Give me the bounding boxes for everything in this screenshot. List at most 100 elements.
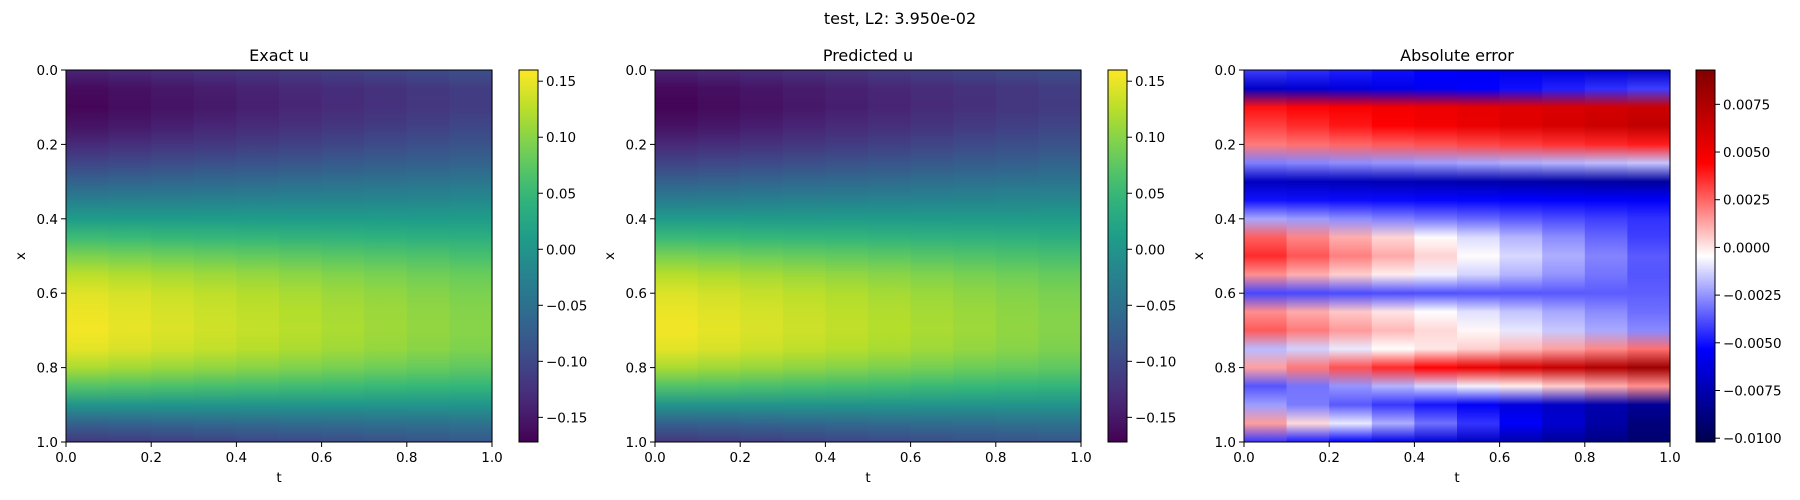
y-tick-label: 0.4 (37, 212, 58, 228)
panel-title: Exact u (249, 46, 309, 65)
y-tick-label: 0.6 (37, 286, 58, 302)
x-tick-label: 0.0 (644, 450, 665, 466)
heatmap-column (193, 70, 237, 442)
x-tick-label: 0.6 (311, 450, 332, 466)
colorbar-tick-label: 0.00 (546, 242, 576, 258)
x-tick-label: 0.2 (729, 450, 750, 466)
heatmap-column (995, 70, 1039, 442)
x-tick-label: 0.8 (396, 450, 417, 466)
heatmap-column (1371, 70, 1415, 442)
heatmap-column (1627, 70, 1671, 442)
x-tick-label: 0.2 (1318, 450, 1339, 466)
y-tick-label: 1.0 (1215, 435, 1236, 451)
heatmap-column (782, 70, 826, 442)
heatmap-column (1329, 70, 1373, 442)
heatmap-column (1584, 70, 1628, 442)
y-tick-label: 1.0 (37, 435, 58, 451)
panel-predicted-u: Predicted u 0.0 0.2 0.4 0.6 0.8 1.00.00.20.40… (602, 46, 1176, 486)
y-tick-label: 0.0 (626, 63, 647, 79)
heatmap-column (953, 70, 997, 442)
colorbar-tick-label: −0.0100 (1723, 431, 1782, 447)
y-axis-label: x (602, 252, 618, 260)
colorbar-tick-label: 0.15 (1135, 74, 1165, 90)
colorbar-tick-label: 0.0075 (1723, 97, 1770, 113)
x-tick-label: 0.0 (1233, 450, 1254, 466)
heatmap-column (1542, 70, 1586, 442)
colorbar-tick-label: 0.05 (546, 186, 576, 202)
colorbar (518, 69, 539, 443)
colorbar (1695, 69, 1716, 443)
y-axis-label: x (13, 252, 29, 260)
panel-absolute-error: Absolute error 0.0 0.2 0.4 0.6 0.8 1.00.00.20… (1191, 46, 1782, 486)
x-axis-label: t (865, 470, 870, 486)
y-tick-label: 1.0 (626, 435, 647, 451)
heatmap-column (406, 70, 450, 442)
heatmap-column (1457, 70, 1501, 442)
colorbar-tick-label: −0.15 (1135, 410, 1176, 426)
axes-frame (65, 69, 493, 443)
colorbar-tick-label: 0.0000 (1723, 240, 1770, 256)
heatmap-column (1499, 70, 1543, 442)
heatmap-column (910, 70, 954, 442)
heatmap-column (1286, 70, 1330, 442)
y-axis-label: x (1191, 252, 1207, 260)
colorbar-tick-label: −0.0075 (1723, 383, 1782, 399)
heatmap-column (364, 70, 408, 442)
heatmap-column (66, 70, 110, 442)
heatmap-column (1244, 70, 1288, 442)
y-tick-label: 0.8 (37, 361, 58, 377)
x-axis-label: t (276, 470, 281, 486)
y-tick-label: 0.8 (626, 361, 647, 377)
figure-suptitle: test, L2: 3.950e-02 (824, 9, 976, 28)
axes-frame (654, 69, 1082, 443)
heatmap-plot: 0.0 0.2 0.4 0.6 0.8 1.00.00.20.40.60.81.00.15… (626, 63, 1177, 466)
heatmap-column (236, 70, 280, 442)
x-tick-label: 1.0 (1659, 450, 1680, 466)
heatmap-column (449, 70, 493, 442)
colorbar-tick-label: 0.10 (1135, 130, 1165, 146)
heatmap-column (740, 70, 784, 442)
y-tick-label: 0.4 (626, 212, 647, 228)
colorbar-tick-label: −0.0025 (1723, 288, 1782, 304)
heatmap-column (825, 70, 869, 442)
colorbar-tick-label: 0.00 (1135, 242, 1165, 258)
x-tick-label: 1.0 (1070, 450, 1091, 466)
y-tick-label: 0.6 (626, 286, 647, 302)
heatmap-column (279, 70, 323, 442)
x-tick-label: 0.8 (985, 450, 1006, 466)
colorbar-tick-label: −0.05 (1135, 298, 1176, 314)
colorbar-tick-label: 0.0025 (1723, 193, 1770, 209)
panel-title: Predicted u (823, 46, 913, 65)
y-tick-label: 0.4 (1215, 212, 1236, 228)
y-tick-label: 0.0 (1215, 63, 1236, 79)
x-tick-label: 0.0 (55, 450, 76, 466)
heatmap-column (1038, 70, 1082, 442)
x-tick-label: 0.4 (226, 450, 247, 466)
x-tick-label: 0.6 (900, 450, 921, 466)
colorbar-tick-label: 0.05 (1135, 186, 1165, 202)
heatmap-plot: 0.0 0.2 0.4 0.6 0.8 1.00.00.20.40.60.81.00.00… (1215, 63, 1782, 466)
colorbar-tick-label: −0.10 (546, 354, 587, 370)
colorbar (1107, 69, 1128, 443)
x-tick-label: 0.2 (140, 450, 161, 466)
colorbar-tick-label: −0.10 (1135, 354, 1176, 370)
colorbar-tick-label: −0.15 (546, 410, 587, 426)
panel-exact-u: Exact u 0.0 0.2 0.4 0.6 0.8 1.00.00.20.40.60.… (13, 46, 587, 486)
axes-frame (1243, 69, 1671, 443)
y-tick-label: 0.2 (37, 137, 58, 153)
heatmap-column (321, 70, 365, 442)
heatmap-column (1414, 70, 1458, 442)
heatmap-column (108, 70, 152, 442)
x-tick-label: 0.6 (1489, 450, 1510, 466)
heatmap-column (655, 70, 699, 442)
y-tick-label: 0.6 (1215, 286, 1236, 302)
colorbar-tick-label: −0.05 (546, 298, 587, 314)
heatmap-column (697, 70, 741, 442)
x-tick-label: 0.4 (1404, 450, 1425, 466)
colorbar-tick-label: 0.15 (546, 74, 576, 90)
y-tick-label: 0.8 (1215, 361, 1236, 377)
heatmap-plot: 0.0 0.2 0.4 0.6 0.8 1.00.00.20.40.60.81.00.15… (37, 63, 588, 466)
heatmap-column (151, 70, 195, 442)
x-tick-label: 0.4 (815, 450, 836, 466)
